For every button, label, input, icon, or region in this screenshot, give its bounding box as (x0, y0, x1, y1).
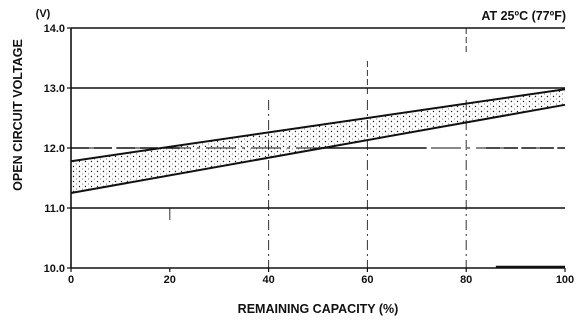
x-tick-label: 20 (164, 274, 176, 286)
y-tick-label: 11.0 (44, 203, 65, 215)
upper-bound-line (70, 88, 566, 163)
y-axis-ticks: 10.0 11.0 12.0 13.0 14.0 (44, 23, 71, 275)
y-tick-label: 13.0 (44, 83, 65, 95)
voltage-band (70, 88, 566, 194)
y-unit-label: (V) (36, 8, 51, 20)
x-tick-label: 60 (361, 274, 373, 286)
x-axis-ticks: 0 20 40 60 80 100 (68, 268, 574, 286)
x-tick-label: 80 (460, 274, 472, 286)
x-tick-label: 40 (262, 274, 274, 286)
x-tick-label: 100 (556, 274, 574, 286)
x-tick-label: 0 (68, 274, 74, 286)
y-tick-label: 14.0 (44, 23, 65, 35)
y-tick-label: 10.0 (44, 263, 65, 275)
x-axis-title: REMAINING CAPACITY (%) (238, 302, 399, 316)
temperature-annotation: AT 25ºC (77ºF) (481, 9, 566, 23)
band-fill (71, 89, 565, 193)
background-grid-lines (71, 28, 565, 268)
y-tick-label: 12.0 (44, 143, 65, 155)
lower-bound-line (70, 103, 566, 194)
y-axis-title: OPEN CIRCUIT VOLTAGE (11, 39, 25, 191)
